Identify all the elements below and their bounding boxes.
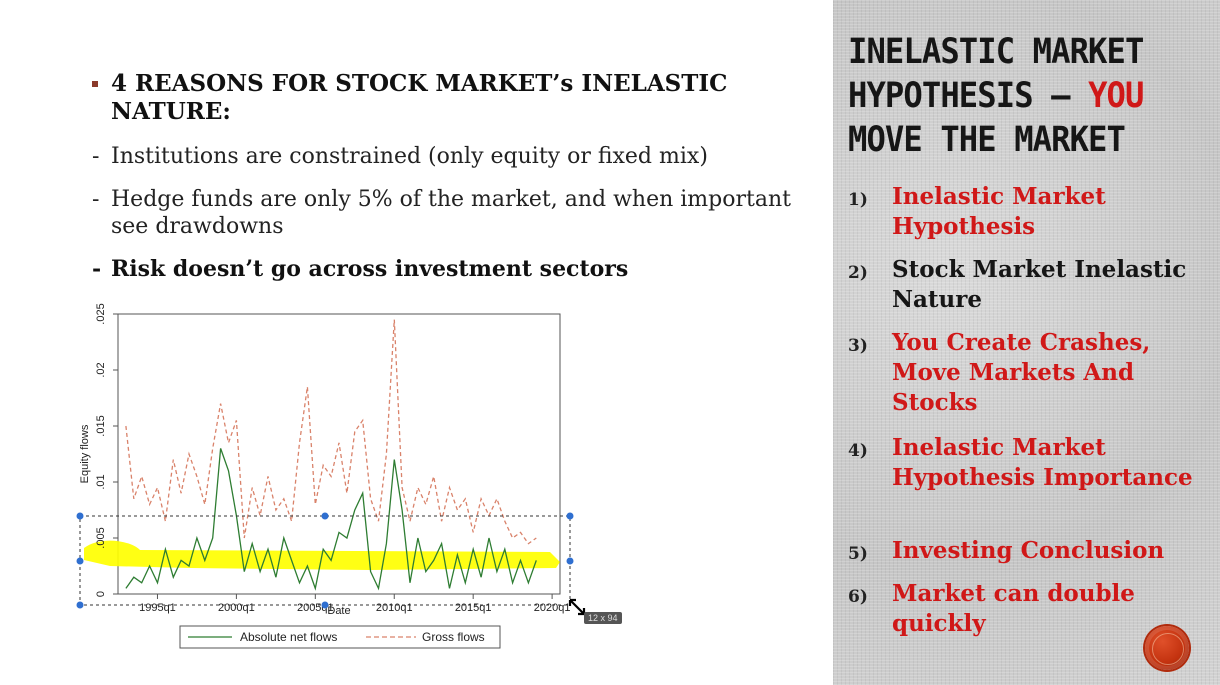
series-line-absolute-net-flows bbox=[125, 448, 537, 591]
sidebar-panel bbox=[833, 0, 1220, 685]
reason-item-1: - Institutions are constrained (only equ… bbox=[92, 144, 708, 169]
agenda-item-4[interactable]: 4) Inelastic Market Hypothesis Importanc… bbox=[848, 434, 1193, 491]
y-tick-label: .015 bbox=[95, 415, 107, 436]
resize-handle-top-left[interactable] bbox=[76, 512, 84, 520]
resize-handle-bottom-left[interactable] bbox=[76, 601, 84, 609]
reason-item-3: - Risk doesn’t go across investment sect… bbox=[92, 256, 629, 282]
legend-box bbox=[179, 625, 501, 649]
bullet-square-icon bbox=[92, 81, 98, 87]
sidebar-title: INELASTIC MARKET HYPOTHESIS – YOU MOVE T… bbox=[848, 32, 1144, 160]
plot-frame bbox=[117, 313, 561, 595]
dash-icon: - bbox=[92, 256, 102, 282]
legend-label-gross-flows: Gross flows bbox=[422, 630, 485, 644]
y-tick-label: 0 bbox=[95, 591, 107, 597]
y-axis-label: Equity flows bbox=[79, 424, 91, 483]
selection-size-tooltip: 12 x 94 bbox=[584, 612, 622, 624]
nav-circle-button[interactable] bbox=[1145, 626, 1189, 670]
series-line-gross-flows bbox=[125, 319, 537, 545]
y-tick-label: .025 bbox=[95, 303, 107, 324]
nav-ring-icon bbox=[1152, 633, 1184, 665]
agenda-item-3[interactable]: 3) You Create Crashes, Move Markets And … bbox=[848, 329, 1151, 416]
slide-heading: 4 REASONS FOR STOCK MARKET’s INELASTIC N… bbox=[92, 70, 772, 126]
agenda-item-5[interactable]: 5) Investing Conclusion bbox=[848, 537, 1165, 564]
selection-handles[interactable] bbox=[76, 512, 574, 609]
x-axis-label: Date bbox=[327, 605, 350, 617]
resize-handle-left[interactable] bbox=[76, 557, 84, 565]
agenda-item-6[interactable]: 6) Market can double quickly bbox=[848, 580, 1135, 637]
y-axis-ticks: 0 .005 .01 .015 .02 .025 bbox=[95, 303, 118, 597]
resize-handle-right[interactable] bbox=[566, 557, 574, 565]
y-tick-label: .005 bbox=[95, 527, 107, 548]
legend-label-net-flows: Absolute net flows bbox=[240, 630, 337, 644]
resize-handle-top[interactable] bbox=[321, 512, 329, 520]
resize-handle-bottom[interactable] bbox=[321, 601, 329, 609]
y-tick-label: .01 bbox=[95, 474, 107, 489]
y-tick-label: .02 bbox=[95, 362, 107, 377]
x-tick-label: 2000q1 bbox=[218, 602, 255, 614]
x-tick-label: 2015q1 bbox=[455, 602, 492, 614]
x-tick-label: 2020q1 bbox=[534, 602, 571, 614]
equity-flows-chart[interactable]: 0.005.01.015.02.025 1995q1 2000q1 2005q1 20… bbox=[70, 300, 590, 660]
resize-handle-top-right[interactable] bbox=[566, 512, 574, 520]
reason-item-2: - Hedge funds are only 5% of the market,… bbox=[92, 187, 791, 239]
x-tick-label: 2010q1 bbox=[376, 602, 413, 614]
x-tick-label: 1995q1 bbox=[139, 602, 176, 614]
dash-icon: - bbox=[92, 144, 100, 169]
dash-icon: - bbox=[92, 187, 100, 212]
agenda-item-2[interactable]: 2) Stock Market Inelastic Nature bbox=[848, 256, 1187, 313]
x-axis-ticks: 1995q1 2000q1 2005q1 2010q1 2015q1 2020q1 bbox=[139, 594, 570, 614]
agenda-item-1[interactable]: 1) Inelastic Market Hypothesis bbox=[848, 183, 1106, 240]
resize-cursor-icon bbox=[568, 598, 586, 616]
series-layer bbox=[125, 319, 537, 591]
